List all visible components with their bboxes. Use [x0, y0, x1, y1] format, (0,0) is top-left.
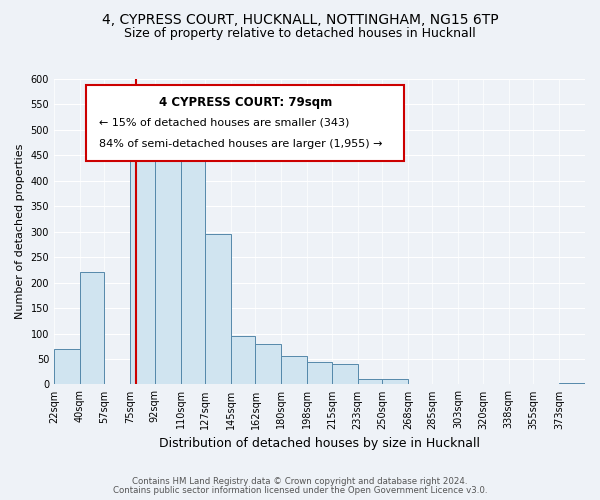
Bar	[256, 344, 281, 384]
Bar	[307, 362, 332, 384]
Bar	[54, 349, 80, 384]
Bar	[130, 142, 155, 384]
Text: 4 CYPRESS COURT: 79sqm: 4 CYPRESS COURT: 79sqm	[158, 96, 332, 109]
Text: Contains public sector information licensed under the Open Government Licence v3: Contains public sector information licen…	[113, 486, 487, 495]
Text: Contains HM Land Registry data © Crown copyright and database right 2024.: Contains HM Land Registry data © Crown c…	[132, 477, 468, 486]
Text: 4, CYPRESS COURT, HUCKNALL, NOTTINGHAM, NG15 6TP: 4, CYPRESS COURT, HUCKNALL, NOTTINGHAM, …	[101, 12, 499, 26]
FancyBboxPatch shape	[86, 85, 404, 162]
Bar	[332, 364, 358, 384]
Text: 84% of semi-detached houses are larger (1,955) →: 84% of semi-detached houses are larger (…	[99, 138, 383, 148]
Bar	[181, 156, 205, 384]
Text: Size of property relative to detached houses in Hucknall: Size of property relative to detached ho…	[124, 28, 476, 40]
Y-axis label: Number of detached properties: Number of detached properties	[15, 144, 25, 320]
Bar	[80, 272, 104, 384]
Bar	[205, 234, 231, 384]
Text: ← 15% of detached houses are smaller (343): ← 15% of detached houses are smaller (34…	[99, 117, 350, 127]
Bar	[231, 336, 256, 384]
X-axis label: Distribution of detached houses by size in Hucknall: Distribution of detached houses by size …	[159, 437, 480, 450]
Bar	[155, 140, 181, 384]
Bar	[382, 380, 408, 384]
Bar	[281, 356, 307, 384]
Bar	[358, 380, 382, 384]
